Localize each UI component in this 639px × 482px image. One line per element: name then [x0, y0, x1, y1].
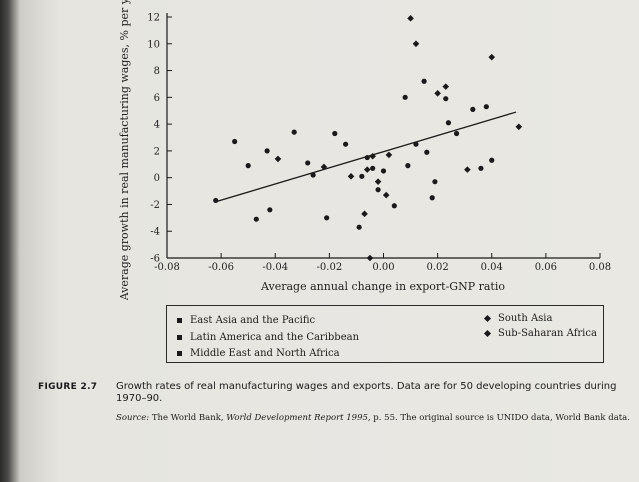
y-tick-label: 2: [154, 146, 160, 157]
source-rest: p. 55. The original source is UNIDO data…: [370, 413, 630, 423]
point-middle-east-and-north-africa: [267, 207, 273, 213]
source-report: World Development Report 1995,: [226, 413, 371, 423]
chart-legend: East Asia and the Pacific Latin America …: [166, 305, 604, 363]
x-tick-label: -0.08: [154, 262, 180, 273]
point-south-asia: [515, 123, 523, 131]
point-middle-east-and-north-africa: [213, 197, 219, 204]
point-east-asia-and-the-pacific: [356, 224, 362, 230]
y-tick-label: -4: [150, 227, 160, 238]
point-sub-saharan-africa: [361, 210, 368, 218]
point-east-asia-and-the-pacific: [253, 216, 259, 222]
y-tick-label: -2: [150, 200, 160, 211]
point-south-asia: [382, 191, 390, 199]
point-east-asia-and-the-pacific: [470, 106, 476, 112]
point-middle-east-and-north-africa: [359, 173, 365, 179]
figure-source: Source: The World Bank, World Developmen…: [116, 413, 636, 424]
point-latin-america-and-the-caribbean: [402, 94, 408, 100]
x-tick-label: 0.00: [372, 262, 394, 273]
plot-marks: [213, 15, 523, 262]
y-tick-label: 0: [154, 173, 160, 184]
legend-marker: [177, 351, 182, 356]
point-south-asia: [407, 15, 414, 22]
legend-marker: [177, 335, 182, 340]
x-tick-label: 0.04: [481, 262, 503, 273]
legend-item-middle-east: Middle East and North Africa: [177, 348, 340, 359]
point-latin-america-and-the-caribbean: [332, 130, 338, 137]
point-latin-america-and-the-caribbean: [343, 141, 349, 147]
point-sub-saharan-africa: [347, 173, 355, 180]
x-tick-label: -0.06: [208, 262, 234, 273]
point-sub-saharan-africa: [385, 151, 393, 159]
legend-item-sub-saharan-africa: Sub-Saharan Africa: [483, 328, 597, 339]
point-south-asia: [320, 163, 328, 171]
legend-label: Latin America and the Caribbean: [190, 332, 360, 343]
y-tick-label: 4: [154, 120, 160, 131]
point-east-asia-and-the-pacific: [432, 179, 438, 185]
point-east-asia-and-the-pacific: [291, 129, 297, 135]
y-tick-label: -6: [150, 254, 160, 265]
x-tick-label: 0.02: [426, 262, 448, 273]
point-east-asia-and-the-pacific: [489, 157, 495, 163]
y-axis-title: Average growth in real manufacturing wag…: [118, 0, 131, 300]
point-middle-east-and-north-africa: [405, 163, 411, 169]
legend-item-latin-america: Latin America and the Caribbean: [177, 332, 359, 343]
point-south-asia: [464, 166, 471, 173]
point-middle-east-and-north-africa: [421, 78, 427, 84]
point-middle-east-and-north-africa: [245, 163, 251, 169]
point-east-asia-and-the-pacific: [429, 195, 435, 201]
point-south-asia: [363, 166, 371, 173]
point-south-asia: [274, 155, 282, 163]
point-middle-east-and-north-africa: [370, 165, 376, 171]
point-latin-america-and-the-caribbean: [424, 149, 430, 155]
point-latin-america-and-the-caribbean: [413, 141, 419, 147]
point-middle-east-and-north-africa: [310, 172, 316, 178]
point-sub-saharan-africa: [369, 152, 376, 160]
point-latin-america-and-the-caribbean: [443, 96, 449, 102]
point-latin-america-and-the-caribbean: [364, 154, 370, 161]
y-tick-label: 10: [147, 39, 160, 50]
legend-label: East Asia and the Pacific: [190, 315, 316, 326]
scatter-plot: -0.08 -0.06 -0.04 -0.02 0.00 0.02 0.04 0.06 0.08…: [118, 0, 611, 300]
point-south-asia: [412, 40, 420, 48]
x-tick-label: -0.02: [317, 262, 343, 273]
point-middle-east-and-north-africa: [445, 120, 452, 126]
legend-label: Sub-Saharan Africa: [498, 328, 597, 339]
x-tick-label: -0.04: [262, 262, 288, 273]
point-south-asia: [488, 53, 496, 61]
point-south-asia: [374, 178, 382, 185]
point-middle-east-and-north-africa: [478, 165, 484, 171]
legend-item-south-asia: South Asia: [483, 313, 553, 324]
plot-axes: -0.08 -0.06 -0.04 -0.02 0.00 0.02 0.04 0.06 0.08…: [147, 13, 611, 274]
point-latin-america-and-the-caribbean: [483, 104, 489, 110]
y-tick-label: 8: [154, 66, 160, 77]
legend-marker: [483, 314, 492, 323]
y-tick-label: 12: [147, 13, 160, 24]
legend-label: Middle East and North Africa: [190, 348, 340, 359]
point-latin-america-and-the-caribbean: [305, 160, 311, 166]
legend-marker: [483, 329, 492, 338]
x-tick-label: 0.08: [589, 262, 611, 273]
point-sub-saharan-africa: [366, 254, 374, 262]
point-east-asia-and-the-pacific: [324, 215, 330, 221]
point-latin-america-and-the-caribbean: [380, 168, 387, 174]
point-south-asia: [442, 83, 450, 90]
legend-item-east-asia: East Asia and the Pacific: [177, 315, 315, 326]
legend-marker: [177, 318, 182, 323]
point-latin-america-and-the-caribbean: [391, 203, 397, 209]
figure-caption-text: Growth rates of real manufacturing wages…: [116, 381, 617, 404]
y-tick-label: 6: [154, 93, 160, 104]
point-latin-america-and-the-caribbean: [453, 130, 460, 137]
legend-label: South Asia: [498, 313, 553, 324]
x-tick-label: 0.06: [535, 262, 557, 273]
figure-label: FIGURE 2.7: [38, 382, 98, 392]
point-latin-america-and-the-caribbean: [264, 148, 270, 154]
source-text: The World Bank,: [151, 413, 227, 423]
x-axis-title: Average annual change in export-GNP rati…: [260, 280, 505, 293]
point-latin-america-and-the-caribbean: [232, 138, 238, 145]
point-middle-east-and-north-africa: [375, 187, 381, 193]
point-south-asia: [434, 90, 441, 97]
source-prefix: Source:: [116, 413, 150, 423]
